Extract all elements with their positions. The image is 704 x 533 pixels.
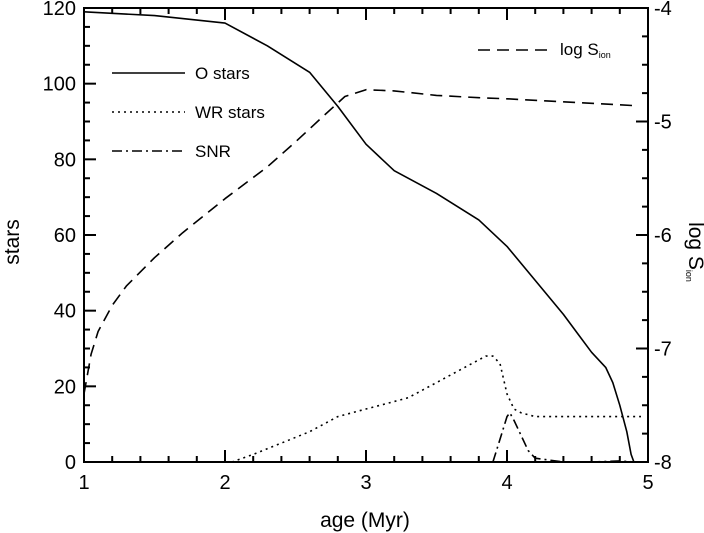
x-tick-label: 2 bbox=[219, 472, 230, 494]
y-tick-label: 80 bbox=[54, 149, 76, 171]
axis-ticks bbox=[83, 7, 649, 463]
legend-right: log Sion bbox=[478, 40, 611, 60]
series-line-o-stars bbox=[83, 11, 635, 463]
y2-axis-title-sub: ion bbox=[684, 270, 694, 282]
series-layer bbox=[83, 11, 641, 463]
plot-frame bbox=[83, 7, 649, 463]
x-axis-title: age (Myr) bbox=[320, 509, 410, 532]
legend-label-o-stars: O stars bbox=[195, 64, 250, 83]
series-line-snr bbox=[492, 412, 641, 463]
series-line-wr-stars bbox=[231, 355, 641, 463]
y-tick-label: 60 bbox=[54, 225, 76, 247]
y-tick-label: 120 bbox=[43, 0, 76, 20]
x-tick-label: 1 bbox=[78, 472, 89, 494]
plot-frame-rect bbox=[83, 7, 649, 463]
legend-label-wr-stars: WR stars bbox=[195, 103, 265, 122]
y2-axis-title-main: log S bbox=[684, 222, 704, 270]
y-tick-label: 100 bbox=[43, 74, 76, 96]
y2-tick-label: -5 bbox=[654, 112, 672, 134]
y2-tick-label: -6 bbox=[654, 225, 672, 247]
x-tick-label: 3 bbox=[360, 472, 371, 494]
legend-label-log-sion-main: log S bbox=[560, 40, 599, 59]
legend-label-log-sion: log Sion bbox=[560, 40, 611, 60]
y2-tick-label: -4 bbox=[654, 0, 672, 20]
y-axis-title: stars bbox=[1, 219, 24, 265]
y-tick-label: 40 bbox=[54, 301, 76, 323]
x-tick-label: 4 bbox=[501, 472, 512, 494]
legend-label-snr: SNR bbox=[195, 142, 231, 161]
y-tick-label: 0 bbox=[65, 452, 76, 474]
y2-tick-label: -8 bbox=[654, 452, 672, 474]
axis-tick-labels: 1 2 3 4 5 0 20 40 60 80 100 120 -8 -7 -6 -5 -4 bbox=[43, 0, 672, 494]
y2-tick-label: -7 bbox=[654, 339, 672, 361]
y2-axis-title: log Sion bbox=[684, 222, 704, 282]
legend-label-log-sion-sub: ion bbox=[599, 50, 611, 60]
legend: O stars WR stars SNR bbox=[112, 64, 265, 161]
series-line-log-sion bbox=[83, 88, 634, 395]
x-tick-label: 5 bbox=[642, 472, 653, 494]
y-tick-label: 20 bbox=[54, 376, 76, 398]
